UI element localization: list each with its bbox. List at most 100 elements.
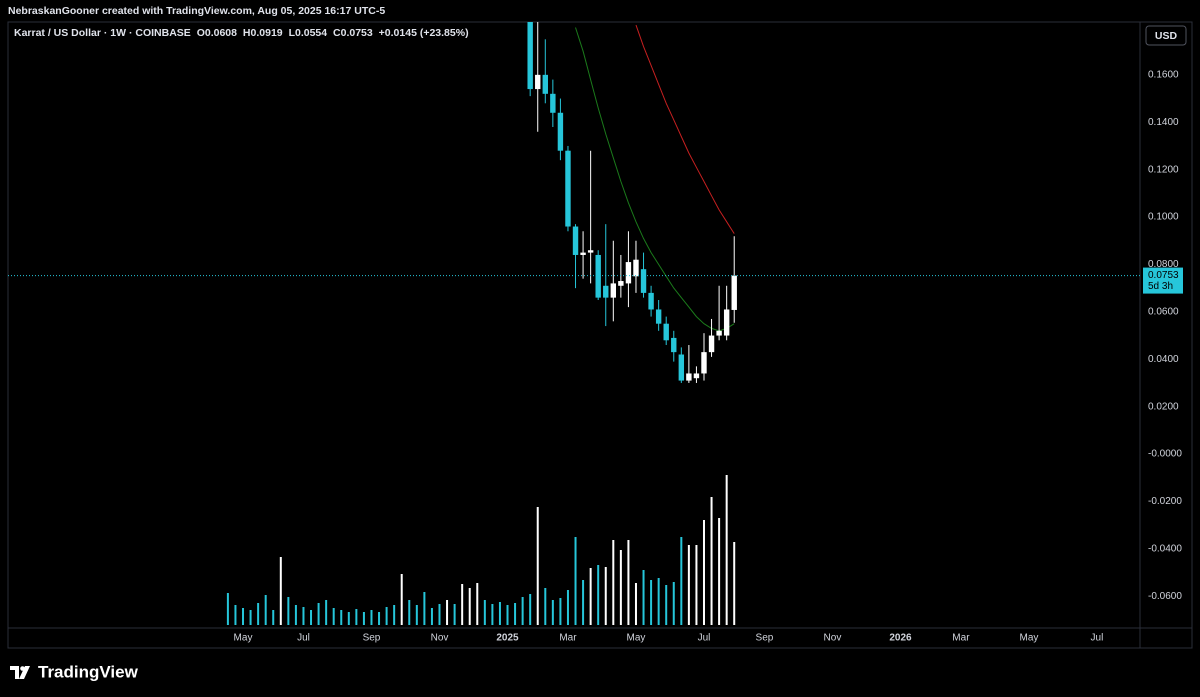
volume-bar [249, 610, 252, 625]
x-tick-label: 2026 [889, 633, 912, 644]
volume-bar [491, 604, 494, 625]
volume-bar [604, 567, 607, 625]
x-tick-label: Nov [431, 633, 449, 644]
candle-body [603, 285, 609, 298]
ohlc-letter: H [243, 27, 251, 39]
volume-bar [627, 540, 630, 625]
volume-bar [718, 518, 721, 625]
candle-body [640, 269, 647, 293]
x-tick-label: May [627, 633, 646, 644]
y-tick-label: -0.0200 [1148, 496, 1182, 507]
volume-bar [642, 570, 645, 625]
volume-bar [446, 600, 449, 625]
y-tick-label: 0.0800 [1148, 259, 1179, 270]
volume-bar [725, 475, 728, 625]
volume-bar [468, 588, 471, 625]
symbol: Karrat / US Dollar · 1W · COINBASE [14, 27, 191, 39]
candle-body [731, 275, 737, 310]
countdown: 5d 3h [1148, 281, 1173, 292]
volume-bar [347, 612, 350, 625]
x-tick-label: Sep [756, 633, 774, 644]
candle-body [527, 22, 533, 90]
x-tick-label: Jul [698, 633, 711, 644]
candle-body [701, 352, 707, 374]
currency-button[interactable] [1145, 25, 1187, 46]
candle-body [633, 259, 639, 277]
legend: Karrat / US Dollar · 1W · COINBASE O0.06… [14, 27, 469, 39]
candle-body [587, 250, 594, 253]
volume-bar [340, 610, 343, 625]
volume-bar [559, 598, 562, 625]
volume-bar [362, 612, 365, 625]
candle-body [610, 283, 617, 298]
volume-bar [453, 604, 456, 625]
volume-bar [378, 612, 381, 625]
y-tick-label: 0.1200 [1148, 164, 1179, 175]
volume-bar [536, 507, 539, 625]
x-tick-label: Jul [1091, 633, 1104, 644]
candle-body [542, 74, 548, 94]
candle-body [686, 373, 692, 381]
candle-body [565, 150, 571, 227]
x-tick-label: Mar [952, 633, 970, 644]
candle-body [671, 337, 677, 353]
volume-bar [264, 595, 267, 625]
volume-bar [408, 600, 411, 625]
ohlc-value: 0.0608 [205, 27, 237, 39]
candle-body [693, 373, 700, 379]
currency[interactable]: USD [1155, 30, 1178, 42]
volume-bar [619, 550, 622, 625]
volume-bar [672, 582, 675, 625]
volume-bar [710, 497, 713, 625]
volume-bar [430, 608, 433, 625]
volume-bar [506, 605, 509, 625]
candle-body [595, 254, 601, 298]
volume-bar [687, 545, 690, 625]
volume-bar [544, 588, 547, 625]
volume-bar [733, 542, 736, 625]
volume-bar [400, 574, 403, 625]
candle-body [625, 262, 632, 284]
candle-body [723, 309, 730, 336]
y-tick-label: 0.0200 [1148, 401, 1179, 412]
last-price-box [1143, 267, 1183, 294]
volume-bar [612, 540, 615, 625]
x-tick-label: Nov [824, 633, 842, 644]
volume-bar [483, 600, 486, 625]
ohlc-value: 0.0919 [251, 27, 283, 39]
ohlc-letter: O [197, 27, 205, 39]
volume-bar [695, 545, 698, 625]
volume-bar [272, 610, 275, 625]
candle-body [572, 226, 579, 255]
candle-body [716, 330, 722, 336]
x-tick-label: Jul [297, 633, 310, 644]
moving-average [575, 27, 735, 332]
volume-bar [393, 605, 396, 625]
volume-bar [257, 603, 260, 625]
candle-body [708, 335, 715, 353]
volume-bar [226, 593, 229, 625]
volume-bar [566, 590, 569, 625]
volume-bar [242, 608, 245, 625]
volume-bar [332, 608, 335, 625]
volume-bar [529, 594, 532, 625]
volume-bar [423, 592, 426, 625]
ohlc-value: 0.0554 [295, 27, 327, 39]
volume-bar [634, 583, 637, 625]
volume-bar [680, 537, 683, 625]
brand: TradingView [38, 662, 139, 681]
credit: NebraskanGooner created with TradingView… [8, 5, 385, 17]
volume-bar [234, 605, 237, 625]
candle-body [648, 292, 654, 310]
volume-bar [650, 580, 653, 625]
volume-bar [461, 584, 464, 625]
y-tick-label: -0.0600 [1148, 591, 1182, 602]
last-price-label: 0.0753 [1148, 270, 1179, 281]
candle-body [557, 112, 564, 151]
candle-body [655, 309, 662, 324]
volume-bar [551, 600, 554, 625]
volume-bar [279, 557, 282, 625]
logo [10, 666, 30, 679]
x-tick-label: Sep [363, 633, 381, 644]
